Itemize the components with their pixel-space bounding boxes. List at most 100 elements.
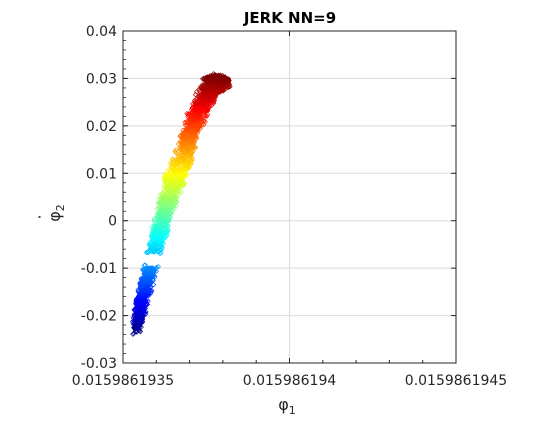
data-point — [205, 74, 211, 81]
data-point — [218, 78, 224, 84]
data-point — [133, 300, 139, 306]
data-point — [151, 268, 157, 274]
data-point — [161, 230, 168, 237]
data-point — [202, 114, 208, 121]
data-point — [208, 76, 215, 83]
data-point — [161, 185, 168, 192]
data-point — [137, 294, 143, 300]
data-point — [137, 301, 144, 307]
data-point — [182, 154, 189, 160]
data-point — [174, 164, 180, 170]
data-point — [195, 123, 201, 130]
data-point — [155, 231, 161, 237]
data-points — [129, 71, 233, 337]
data-point — [150, 234, 156, 240]
data-point — [202, 112, 208, 119]
data-point — [135, 315, 142, 321]
data-point — [152, 227, 158, 233]
data-point — [189, 148, 195, 155]
data-point — [136, 327, 143, 334]
data-point — [185, 145, 192, 151]
data-point — [204, 106, 210, 113]
data-point — [192, 122, 199, 129]
data-point — [160, 205, 167, 211]
data-point — [187, 121, 193, 127]
data-point — [175, 159, 182, 166]
data-point — [203, 113, 210, 119]
data-point — [184, 145, 191, 152]
data-point — [206, 92, 212, 98]
data-point — [181, 138, 187, 144]
data-point — [134, 323, 140, 330]
data-point — [169, 182, 175, 189]
x-tick-label: 0.015986194 — [243, 373, 337, 389]
data-point — [174, 157, 181, 163]
data-point — [180, 173, 186, 180]
x-axis-label: φ1 — [278, 395, 296, 417]
data-point — [165, 201, 171, 208]
data-point — [203, 105, 209, 111]
data-point — [158, 240, 165, 247]
data-point — [145, 249, 152, 256]
data-point — [218, 86, 225, 93]
data-point — [178, 144, 185, 151]
data-point — [218, 74, 224, 80]
data-point — [199, 93, 206, 100]
data-point — [157, 247, 164, 253]
y-axis-ticks: -0.03 -0.02 -0.01 0 0.01 0.02 0.03 0.04 — [81, 24, 456, 372]
data-point — [203, 78, 209, 85]
data-point — [176, 177, 182, 184]
data-point — [166, 217, 173, 224]
data-point — [149, 274, 156, 280]
x-axis-ticks: 0.0159861935 0.015986194 0.0159861945 — [72, 31, 507, 389]
data-point — [139, 280, 145, 286]
data-point — [224, 82, 230, 89]
data-point — [194, 113, 200, 120]
data-point — [181, 133, 187, 139]
data-point — [182, 119, 188, 126]
data-point — [142, 278, 149, 284]
data-point — [146, 291, 152, 297]
data-point — [165, 223, 172, 229]
data-point — [192, 92, 199, 98]
data-point — [163, 208, 170, 214]
data-point — [189, 104, 196, 111]
x-axis-label-base: φ — [278, 395, 289, 414]
data-point — [168, 165, 174, 171]
data-point — [172, 181, 178, 188]
data-point — [138, 297, 145, 303]
data-point — [164, 190, 171, 197]
data-point — [225, 79, 232, 86]
data-point — [186, 113, 192, 119]
data-point — [176, 189, 182, 196]
data-point — [190, 118, 197, 124]
data-point — [180, 150, 186, 156]
data-point — [183, 148, 189, 154]
data-point — [201, 85, 207, 92]
y-tick-label: -0.01 — [81, 261, 117, 277]
data-point — [182, 168, 188, 174]
data-point — [196, 98, 203, 104]
data-point — [157, 236, 164, 242]
data-point — [184, 155, 190, 162]
data-point — [157, 230, 163, 236]
data-point — [164, 217, 170, 224]
data-point — [192, 114, 198, 120]
data-point — [201, 97, 207, 103]
data-point — [146, 241, 153, 247]
data-point — [160, 190, 166, 196]
data-point — [200, 75, 207, 81]
y-tick-label: -0.03 — [81, 356, 117, 372]
data-point — [188, 137, 194, 144]
data-point — [187, 139, 193, 145]
data-point — [141, 262, 148, 269]
data-point — [155, 264, 161, 270]
data-point — [144, 270, 150, 276]
data-point — [198, 118, 205, 124]
y-axis-label-dot: · — [30, 214, 49, 219]
data-point — [210, 90, 216, 96]
data-point — [199, 82, 206, 88]
data-point — [148, 244, 155, 250]
data-point — [149, 269, 156, 275]
data-point — [160, 240, 166, 247]
